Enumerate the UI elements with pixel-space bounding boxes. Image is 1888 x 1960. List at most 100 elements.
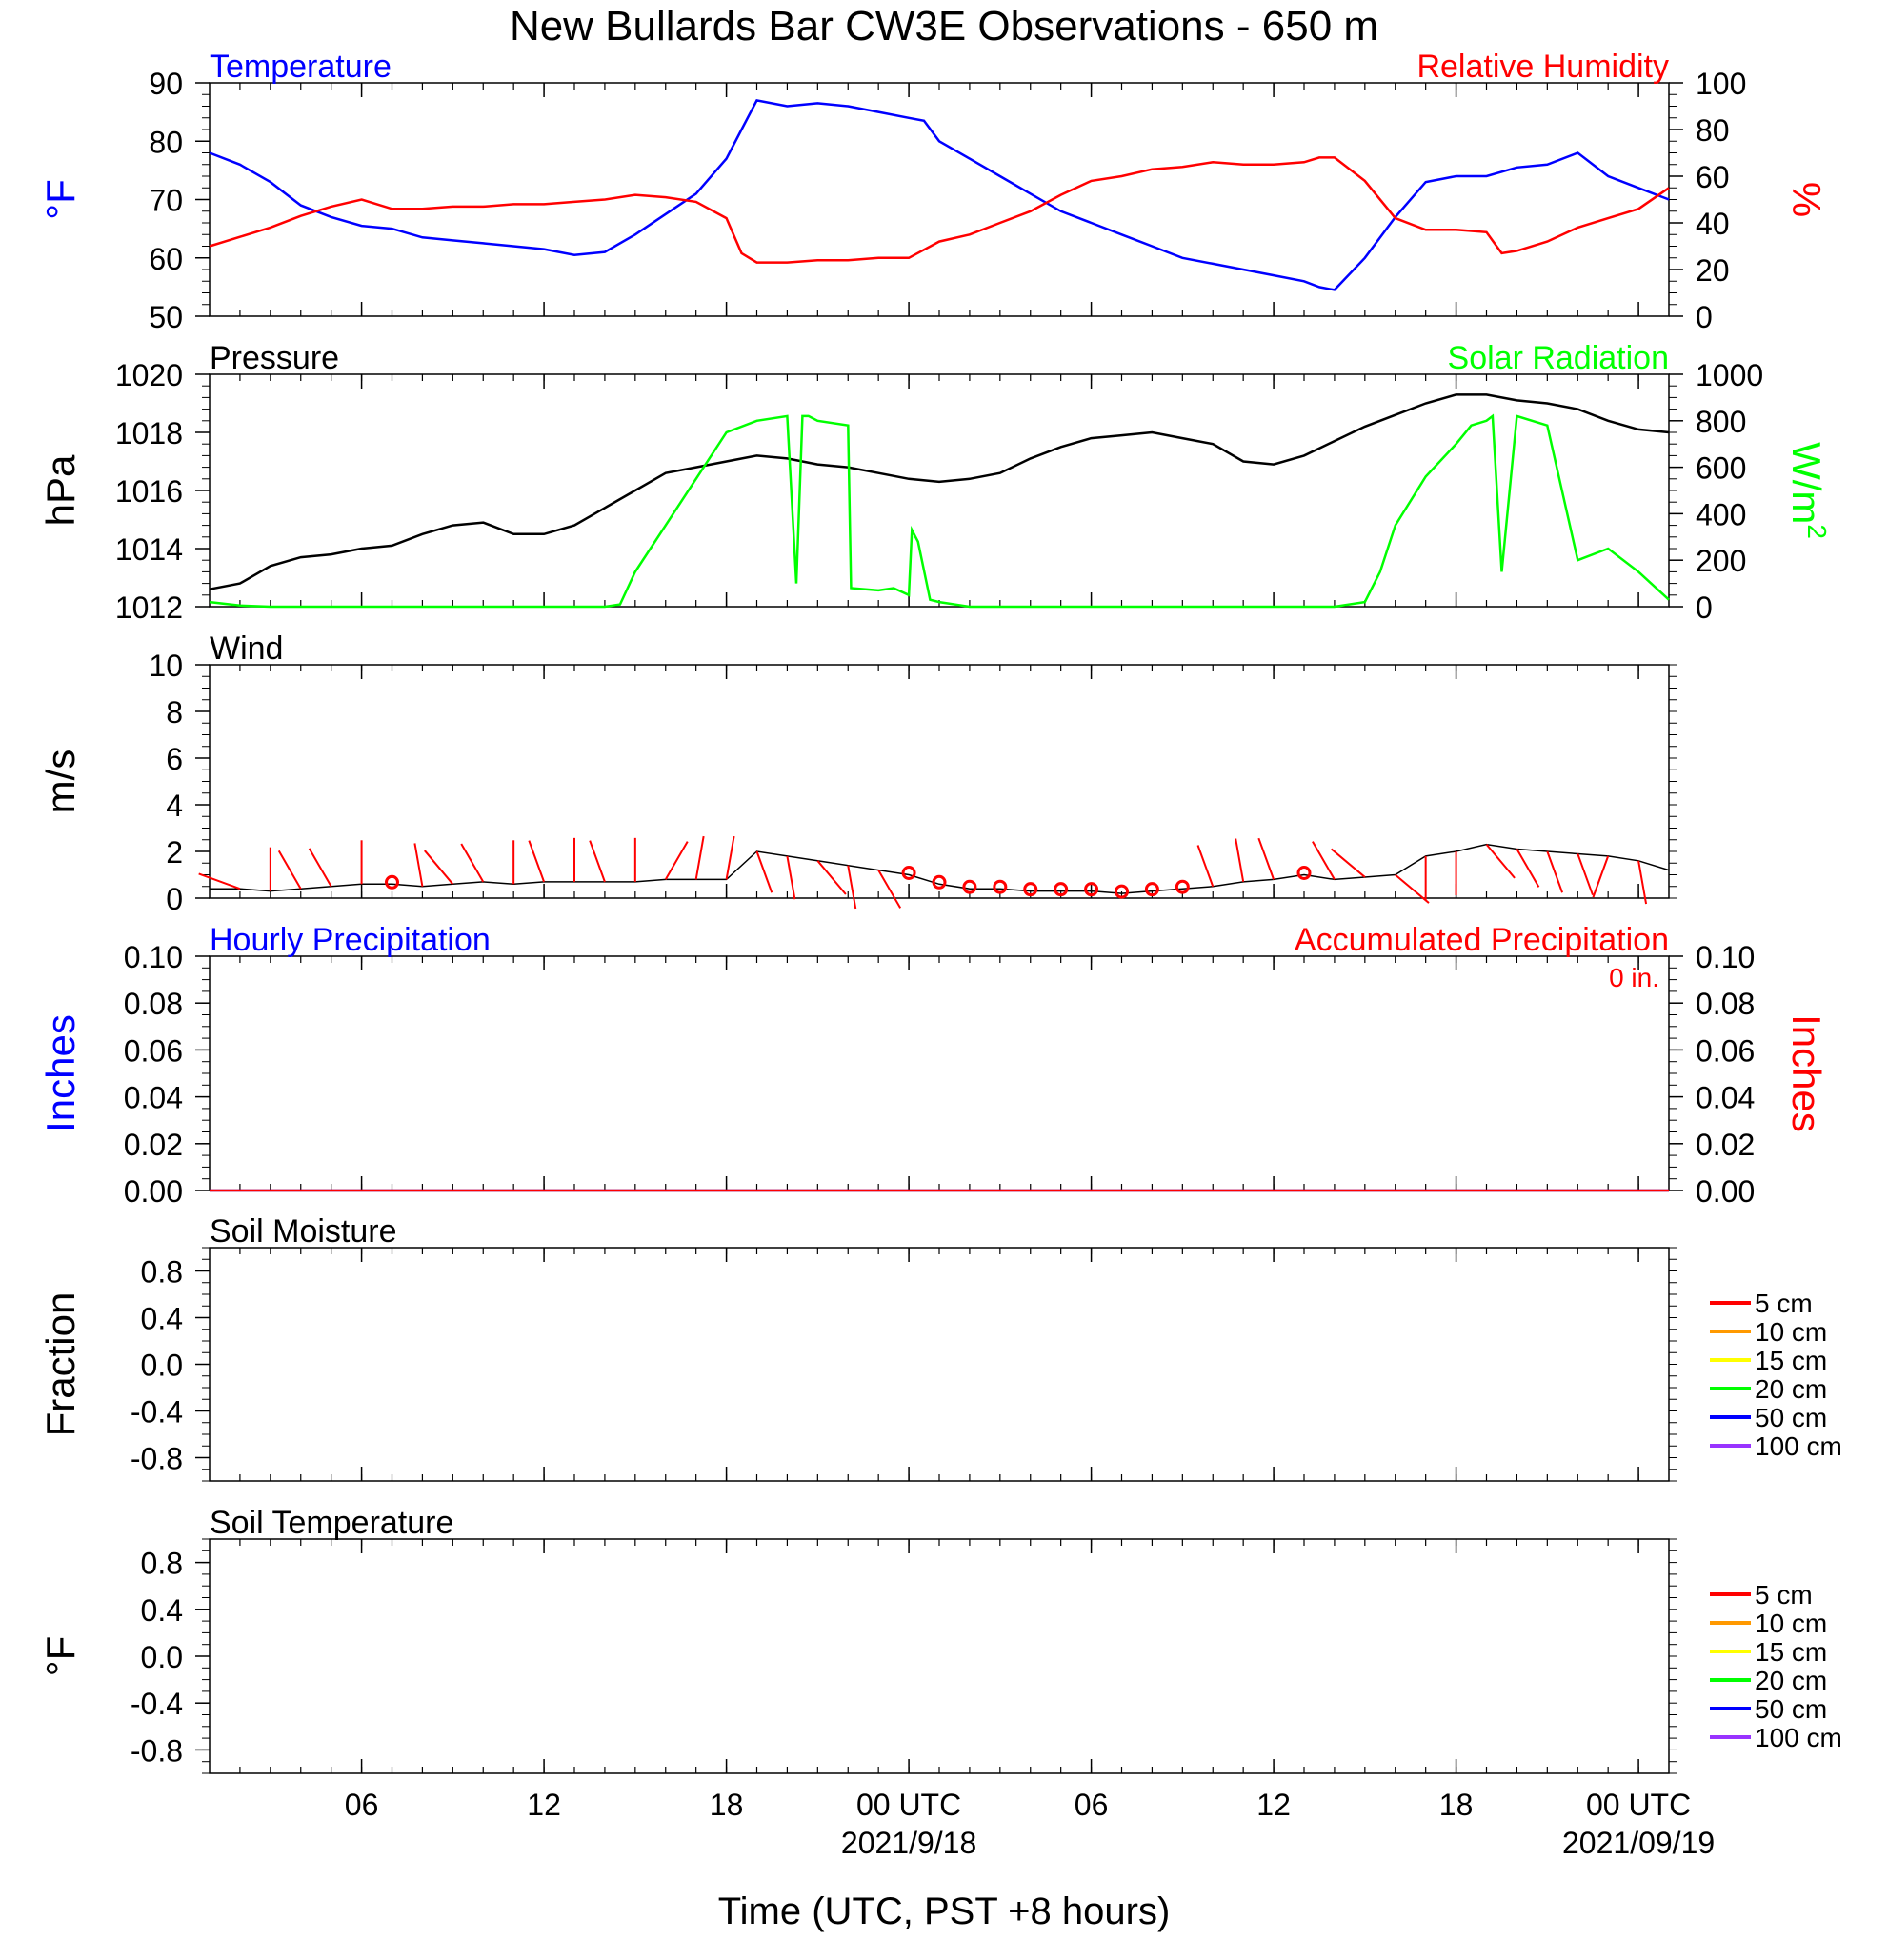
y-axis-label-text: m/s — [38, 750, 83, 814]
x-tick-label: 06 — [1075, 1788, 1109, 1822]
legend-label: 15 cm — [1755, 1637, 1827, 1667]
panel-3: 0 2 4 6 8 10 Wind m/s — [38, 630, 1677, 916]
wind-calm-marker — [962, 879, 977, 894]
legend-label: 50 cm — [1755, 1694, 1827, 1724]
wind-barb — [308, 848, 332, 888]
y-axis-label-right: W/m2 — [1784, 442, 1832, 539]
y-axis-label-left: m/s — [38, 750, 83, 814]
y-right-tick-label: 800 — [1696, 405, 1746, 439]
legend-label: 20 cm — [1755, 1666, 1827, 1695]
y-right-tick-label: 0 — [1696, 300, 1713, 334]
y-tick-label: 90 — [149, 67, 183, 101]
y-right-tick-label: 0.08 — [1696, 987, 1755, 1021]
y-tick-label: 0.00 — [124, 1174, 183, 1209]
wind-barb — [460, 843, 485, 883]
series-line-pressure — [209, 393, 1670, 590]
legend-label: 15 cm — [1755, 1346, 1827, 1375]
x-tick-label: 18 — [710, 1788, 744, 1822]
y-right-tick-label: 1000 — [1696, 358, 1763, 392]
wind-barb — [1312, 841, 1336, 880]
unit-superscript: 2 — [1802, 524, 1832, 539]
y-tick-label: 0.8 — [141, 1255, 183, 1290]
y-tick-label: 0.8 — [141, 1547, 183, 1581]
y-right-tick-label: 60 — [1696, 160, 1730, 194]
x-axis-label: Time (UTC, PST +8 hours) — [718, 1890, 1171, 1932]
y-tick-label: 0.4 — [141, 1302, 183, 1336]
series-line-solar-radiation — [209, 413, 1670, 609]
y-tick-label: 0.06 — [124, 1033, 183, 1068]
series-line-temperature — [209, 98, 1670, 291]
legend-label: 5 cm — [1755, 1580, 1813, 1610]
y-tick-label: 1016 — [115, 474, 183, 509]
chart-title: New Bullards Bar CW3E Observations - 650… — [510, 3, 1378, 50]
y-axis-label-right: % — [1784, 182, 1829, 217]
wind-calm-marker — [932, 874, 947, 890]
plot-frame — [209, 1538, 1670, 1774]
y-axis-label-left: hPa — [38, 454, 83, 526]
y-tick-label: 0.10 — [124, 940, 183, 974]
y-tick-label: 2 — [166, 835, 183, 870]
y-axis-label-left: °F — [38, 1636, 83, 1676]
y-axis-label-text: °F — [38, 1636, 83, 1676]
legend-label: 100 cm — [1755, 1723, 1842, 1752]
wind-calm-marker — [1084, 882, 1099, 897]
y-tick-label: 0.02 — [124, 1128, 183, 1162]
x-tick-label: 06 — [345, 1788, 379, 1822]
y-right-tick-label: 0.10 — [1696, 940, 1755, 974]
precip-total-annotation: 0 in. — [1609, 963, 1659, 992]
x-tick-label: 18 — [1439, 1788, 1474, 1822]
y-right-tick-label: 400 — [1696, 497, 1746, 531]
x-tick-label: 00 UTC — [856, 1788, 961, 1822]
y-right-tick-label: 0.02 — [1696, 1128, 1755, 1162]
wind-barb — [589, 840, 606, 883]
y-right-tick-label: 100 — [1696, 67, 1746, 101]
wind-barb — [423, 850, 454, 885]
x-date-label: 2021/09/19 — [1562, 1826, 1715, 1860]
legend-label: 20 cm — [1755, 1374, 1827, 1404]
y-tick-label: 0.04 — [124, 1081, 183, 1115]
wind-barb — [198, 872, 241, 890]
y-right-tick-label: 0.06 — [1696, 1033, 1755, 1068]
wind-barb — [725, 835, 735, 880]
panel-5: -0.8 -0.4 0.0 0.4 0.8 Soil Moisture Fraction 5 … — [38, 1213, 1842, 1482]
y-right-tick-label: 20 — [1696, 253, 1730, 288]
wind-calm-marker — [1115, 884, 1129, 899]
y-tick-label: 1014 — [115, 532, 183, 567]
y-tick-label: 0.08 — [124, 987, 183, 1021]
wind-barb — [1592, 855, 1610, 898]
y-tick-label: 10 — [149, 649, 183, 683]
y-axis-label-text: % — [1784, 182, 1829, 217]
wind-barb — [1395, 873, 1430, 904]
series-line-relative-humidity — [209, 156, 1670, 264]
legend-label: 10 cm — [1755, 1317, 1827, 1347]
y-right-tick-label: 600 — [1696, 451, 1746, 486]
wind-barb — [1330, 848, 1366, 878]
x-tick-label: 12 — [1256, 1788, 1291, 1822]
y-axis-label-text: Fraction — [38, 1292, 83, 1437]
y-tick-label: 0 — [166, 882, 183, 916]
panel-title-right: Relative Humidity — [1416, 49, 1669, 85]
panel-title-left: Pressure — [210, 340, 339, 376]
y-tick-label: 0.0 — [141, 1349, 183, 1383]
wind-barb — [413, 843, 424, 887]
panel-4: 0.00 0.02 0.04 0.06 0.08 0.10 0.00 0.02 0.04 0.06… — [38, 922, 1829, 1209]
plot-frame — [209, 373, 1670, 608]
panel-2: 1012 1014 1016 1018 1020 0 200 400 600 800 1000 Pre… — [38, 340, 1832, 625]
y-tick-label: -0.4 — [131, 1687, 183, 1721]
y-axis-label-text: Inches — [1784, 1014, 1829, 1132]
panel-title-left: Soil Moisture — [210, 1213, 397, 1250]
wind-barb — [816, 860, 847, 895]
y-right-tick-label: 0.04 — [1696, 1081, 1755, 1115]
plot-frame — [209, 82, 1670, 317]
y-tick-label: 50 — [149, 300, 183, 334]
y-axis-label-text: °F — [38, 179, 83, 219]
wind-barb — [755, 850, 773, 893]
wind-barb — [1516, 849, 1540, 888]
series-line-wind — [210, 843, 1670, 894]
y-axis-label-text: W/m2 — [1784, 442, 1832, 539]
y-tick-label: 0.0 — [141, 1640, 183, 1674]
y-axis-label-left: Fraction — [38, 1292, 83, 1437]
panel-title-left: Soil Temperature — [210, 1505, 453, 1541]
